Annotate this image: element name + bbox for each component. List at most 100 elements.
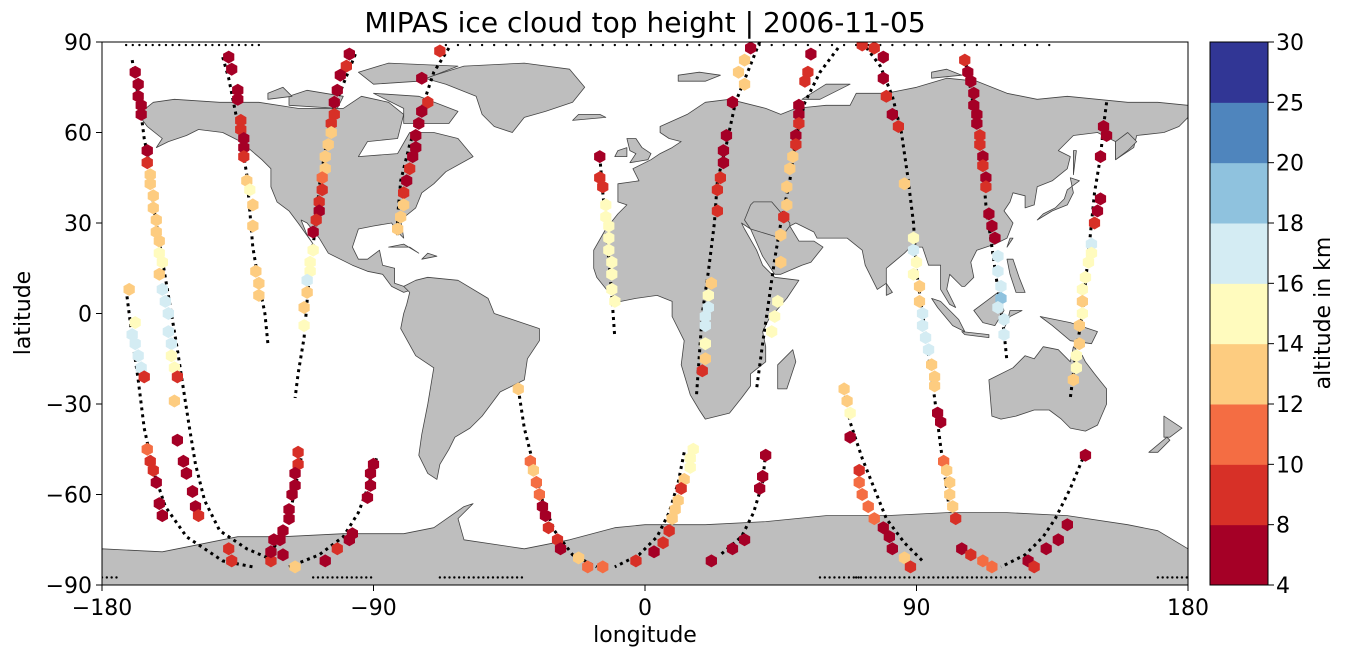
- land-philippines: [1006, 258, 1026, 293]
- track-dot: [1011, 43, 1015, 47]
- cloud-marker: [1040, 542, 1052, 556]
- cloud-marker: [717, 156, 730, 170]
- track-dot: [1185, 576, 1188, 579]
- colorbar-bin: [1210, 162, 1268, 224]
- colorbar-tick-label: 20: [1276, 152, 1304, 177]
- cloud-marker: [738, 77, 751, 91]
- cloud-marker: [793, 107, 805, 121]
- track-dot: [980, 576, 983, 579]
- cloud-marker: [711, 204, 723, 218]
- cloud-marker: [886, 107, 898, 121]
- cloud-marker: [699, 310, 711, 323]
- cloud-marker: [793, 117, 805, 130]
- cloud-marker: [235, 113, 247, 127]
- track-dot: [448, 576, 451, 579]
- cloud-marker: [319, 554, 331, 568]
- track-dot: [486, 576, 490, 579]
- track-dot: [946, 576, 950, 579]
- cloud-marker: [784, 162, 796, 176]
- cloud-marker: [977, 159, 989, 173]
- cloud-marker: [153, 497, 165, 511]
- cloud-marker: [965, 548, 977, 562]
- cloud-marker: [238, 150, 250, 164]
- track-dot: [939, 43, 942, 47]
- land-baffin: [373, 92, 459, 124]
- track-dot: [217, 43, 221, 47]
- cloud-marker: [165, 337, 177, 351]
- cloud-marker: [998, 328, 1010, 342]
- cloud-marker: [971, 117, 983, 130]
- track-dot: [360, 576, 363, 579]
- track-dot: [1156, 576, 1160, 579]
- track-dot: [963, 43, 966, 47]
- colorbar-tick-label: 10: [1276, 453, 1304, 478]
- cloud-marker: [666, 512, 678, 526]
- track-dot: [244, 43, 247, 47]
- track-dot: [517, 43, 520, 47]
- track-dot: [818, 43, 822, 47]
- land-japan: [1036, 177, 1080, 221]
- colorbar-bin: [1210, 283, 1268, 345]
- track-dot: [577, 43, 580, 47]
- track-dot: [480, 43, 484, 47]
- track-dot: [482, 576, 485, 579]
- cloud-marker: [313, 195, 325, 209]
- colorbar-label: altitude in km: [1311, 237, 1336, 390]
- y-tick-label: 90: [64, 31, 92, 56]
- cloud-marker: [316, 171, 328, 185]
- land-svalbard: [677, 71, 721, 82]
- cloud-marker: [950, 512, 962, 526]
- track-dot: [661, 43, 665, 47]
- cloud-marker: [232, 92, 244, 106]
- track-dot: [184, 43, 188, 47]
- cloud-marker: [141, 442, 153, 456]
- colorbar-tick-label: 4: [1276, 574, 1290, 599]
- cloud-marker: [186, 485, 199, 498]
- cloud-marker: [395, 210, 407, 224]
- track-dot: [601, 43, 604, 47]
- track-dot: [340, 576, 344, 579]
- track-dot: [1014, 576, 1017, 579]
- cloud-marker: [781, 198, 793, 212]
- cloud-marker: [316, 183, 328, 197]
- cloud-marker: [334, 68, 346, 82]
- track-dot: [990, 576, 993, 579]
- cloud-marker: [745, 42, 757, 55]
- cloud-marker: [989, 231, 1001, 245]
- cloud-marker: [929, 379, 941, 393]
- cloud-marker: [772, 294, 784, 308]
- cloud-marker: [630, 554, 642, 568]
- cloud-marker: [289, 560, 301, 574]
- cloud-marker: [971, 107, 983, 121]
- cloud-marker: [732, 65, 745, 79]
- track-dot: [917, 576, 921, 579]
- cloud-marker: [132, 349, 144, 363]
- cloud-marker: [250, 264, 262, 278]
- cloud-marker: [132, 77, 144, 91]
- cloud-marker: [364, 466, 377, 480]
- colorbar-bin: [1210, 404, 1268, 465]
- land-north-america: [137, 95, 474, 293]
- cloud-marker: [416, 104, 428, 118]
- cloud-marker: [1073, 319, 1085, 333]
- cloud-marker: [156, 255, 168, 269]
- land-sakhalin: [1073, 150, 1077, 176]
- track-dot: [613, 43, 617, 47]
- cloud-marker: [597, 560, 609, 574]
- track-dot: [515, 576, 519, 579]
- cloud-marker: [856, 488, 868, 501]
- cloud-marker: [775, 228, 787, 242]
- cloud-marker: [1052, 533, 1064, 547]
- cloud-marker: [527, 463, 539, 477]
- cloud-marker: [283, 503, 295, 517]
- cloud-marker: [992, 301, 1004, 314]
- land-sri-lanka: [885, 282, 893, 296]
- cloud-marker: [944, 488, 956, 501]
- track-dot: [883, 576, 887, 579]
- cloud-marker: [916, 307, 929, 320]
- cloud-marker: [714, 171, 726, 185]
- track-1: [221, 56, 270, 344]
- cloud-marker: [600, 198, 612, 212]
- colorbar-bin: [1210, 343, 1268, 405]
- y-tick-label: −90: [46, 574, 92, 599]
